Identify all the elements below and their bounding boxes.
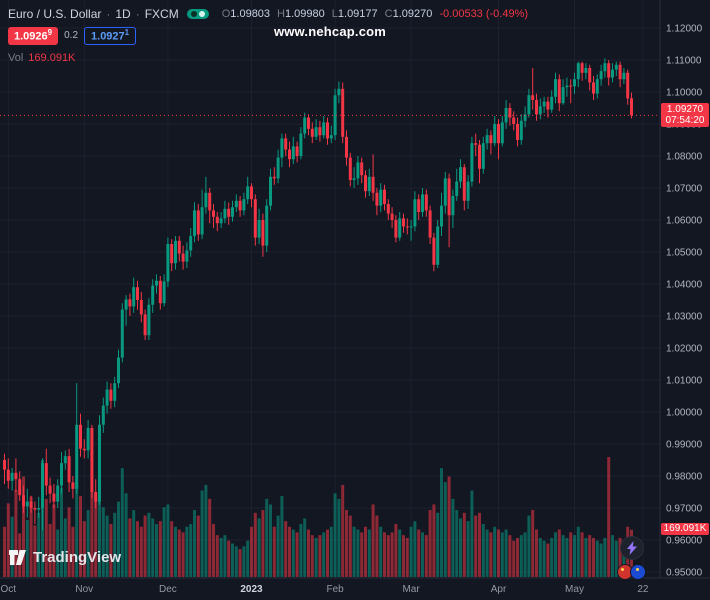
flag-icons <box>617 564 646 580</box>
status-dot-icon <box>190 11 197 17</box>
last-price-value: 1.09270 <box>666 104 704 116</box>
svg-text:Oct: Oct <box>1 584 17 595</box>
change-value: -0.00533 (-0.49%) <box>439 8 529 20</box>
legend-title-row: Euro / U.S. Dollar · 1D · FXCM O 1.09803 … <box>8 7 528 21</box>
status-dot-icon <box>198 11 205 17</box>
spread-value: 0.2 <box>64 30 79 42</box>
lightning-button[interactable] <box>619 536 644 560</box>
svg-text:Feb: Feb <box>326 584 344 595</box>
svg-text:1.07000: 1.07000 <box>666 184 703 195</box>
bid-ask-row: 1.09269 0.2 1.09271 <box>8 27 528 45</box>
ohlc-values: O 1.09803 H 1.09980 L 1.09177 C 1.09270 -0.0… <box>222 8 528 20</box>
svg-text:22: 22 <box>637 584 649 595</box>
price-axis[interactable] <box>660 0 710 578</box>
time-axis-labels: Oct Nov Dec 2023 Feb Mar Apr May 22 <box>1 584 649 595</box>
symbol-title[interactable]: Euro / U.S. Dollar <box>8 7 102 21</box>
svg-text:Mar: Mar <box>402 584 420 595</box>
flag-icon-blue[interactable] <box>630 564 646 580</box>
tradingview-logo-icon <box>9 550 26 565</box>
tradingview-logo[interactable]: TradingView <box>8 549 121 566</box>
axis-borders <box>0 0 710 579</box>
high-label: H <box>277 8 285 20</box>
volume-value: 169.091K <box>28 51 76 64</box>
time-axis[interactable] <box>0 578 710 600</box>
lightning-icon <box>626 541 637 555</box>
grid-lines <box>0 0 660 578</box>
svg-text:2023: 2023 <box>240 584 263 595</box>
svg-text:1.01000: 1.01000 <box>666 376 703 387</box>
floating-buttons <box>617 536 646 580</box>
buy-button[interactable]: 1.09271 <box>84 27 137 45</box>
svg-text:0.97000: 0.97000 <box>666 504 703 515</box>
tradingview-logo-text: TradingView <box>33 549 122 566</box>
close-value: 1.09270 <box>392 8 433 20</box>
low-label: L <box>331 8 338 20</box>
chart-legend: Euro / U.S. Dollar · 1D · FXCM O 1.09803 … <box>8 7 528 64</box>
svg-text:0.99000: 0.99000 <box>666 440 703 451</box>
status-pill[interactable] <box>186 9 209 19</box>
low-value: 1.09177 <box>337 8 378 20</box>
svg-text:1.06000: 1.06000 <box>666 216 703 227</box>
exchange-label[interactable]: FXCM <box>144 7 179 21</box>
svg-text:Apr: Apr <box>491 584 507 595</box>
high-value: 1.09980 <box>285 8 325 20</box>
volume-axis-badge: 169.091K <box>661 522 709 535</box>
svg-text:1.02000: 1.02000 <box>666 344 703 355</box>
svg-text:Dec: Dec <box>159 584 177 595</box>
close-label: C <box>384 8 393 20</box>
interval-label[interactable]: 1D <box>115 7 131 21</box>
sell-button[interactable]: 1.09269 <box>8 27 59 45</box>
svg-text:0.96000: 0.96000 <box>666 536 703 547</box>
svg-text:Nov: Nov <box>75 584 93 595</box>
volume-row: Vol 169.091K <box>8 52 528 64</box>
open-value: 1.09803 <box>230 8 271 20</box>
last-price-badge: 1.09270 07:54:20 <box>661 103 709 128</box>
watermark: www.nehcap.com <box>273 24 387 39</box>
volume-label: Vol <box>8 51 24 64</box>
svg-text:1.00000: 1.00000 <box>666 408 703 419</box>
bar-countdown: 07:54:20 <box>665 115 705 127</box>
open-label: O <box>221 8 231 20</box>
svg-text:May: May <box>565 584 584 595</box>
svg-text:0.95000: 0.95000 <box>666 568 703 579</box>
svg-text:1.08000: 1.08000 <box>666 152 703 163</box>
svg-text:0.98000: 0.98000 <box>666 472 703 483</box>
svg-text:1.05000: 1.05000 <box>666 248 703 259</box>
svg-text:1.04000: 1.04000 <box>666 280 703 291</box>
svg-text:1.10000: 1.10000 <box>666 88 703 99</box>
separator: · <box>135 7 140 21</box>
svg-text:1.12000: 1.12000 <box>666 24 703 35</box>
separator: · <box>106 7 111 21</box>
svg-text:1.11000: 1.11000 <box>666 56 702 67</box>
candles <box>3 58 633 531</box>
svg-text:1.03000: 1.03000 <box>666 312 703 323</box>
